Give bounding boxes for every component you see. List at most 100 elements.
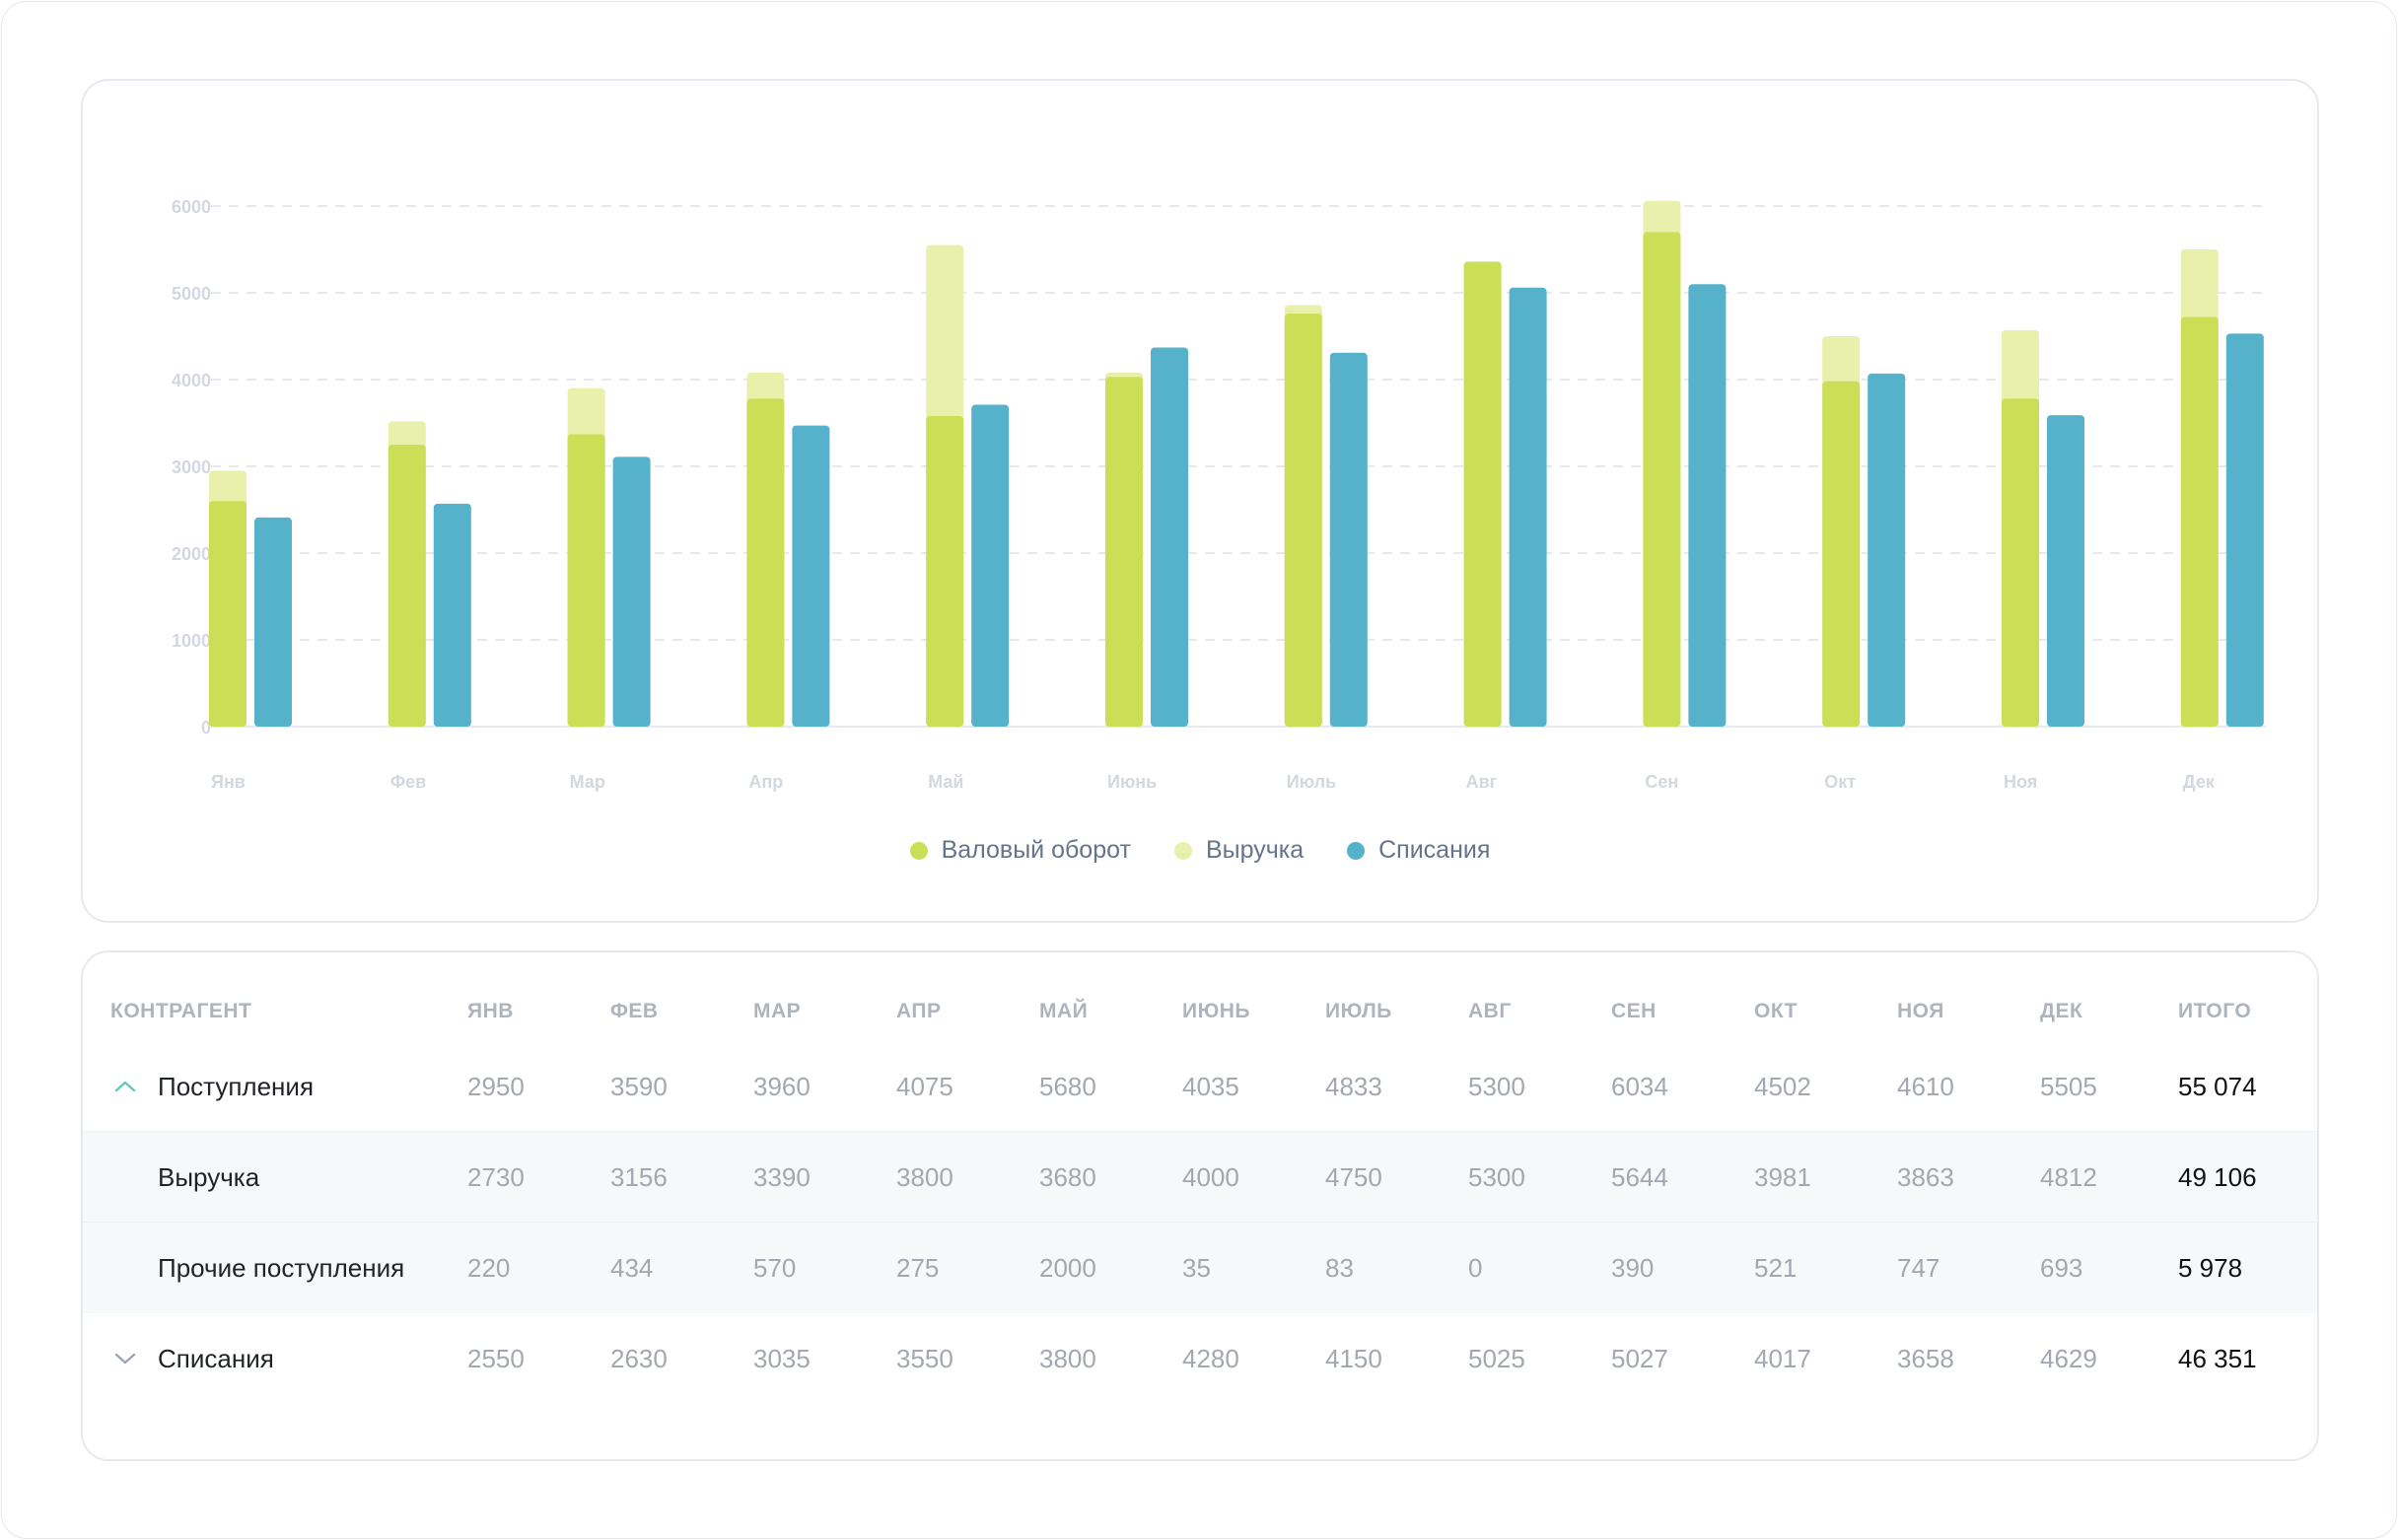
value-cell: 4150 xyxy=(1325,1343,1382,1373)
value-cell: 3800 xyxy=(1039,1343,1096,1373)
x-tick-label: Окт xyxy=(1824,772,1856,792)
column-header: СЕН xyxy=(1611,1000,1657,1022)
bar-chart: 0 1000 2000 3000 4000 5000 6000 Янв Фев Мар Апр Май… xyxy=(172,197,2266,792)
bar-gross-turnover xyxy=(209,501,247,727)
bar-write-offs xyxy=(971,404,1010,727)
bar-gross-turnover xyxy=(1463,261,1502,727)
x-tick-label: Сен xyxy=(1645,772,1678,792)
value-cell: 4035 xyxy=(1182,1071,1239,1101)
value-cell: 4075 xyxy=(896,1071,953,1101)
legend-item[interactable]: Выручка xyxy=(1173,836,1305,865)
bar-write-offs xyxy=(254,517,292,727)
column-header: МАР xyxy=(753,1000,802,1022)
x-tick-label: Мар xyxy=(570,772,605,792)
bar-write-offs xyxy=(1688,284,1727,727)
x-tick-label: Апр xyxy=(748,772,783,792)
bar-write-offs xyxy=(1509,287,1547,727)
bar-gross-turnover xyxy=(746,398,785,727)
legend-item[interactable]: Списания xyxy=(1347,836,1490,865)
column-header: АПР xyxy=(896,1000,942,1022)
value-cell: 3035 xyxy=(753,1343,811,1373)
value-cell: 2550 xyxy=(467,1343,525,1373)
chart-card: 0 1000 2000 3000 4000 5000 6000 Янв Фев Мар Апр Май… xyxy=(81,79,2319,923)
value-cell: 4812 xyxy=(2040,1161,2097,1192)
value-cell: 693 xyxy=(2040,1252,2083,1283)
x-tick-label: Янв xyxy=(211,772,246,792)
value-cell: 4750 xyxy=(1325,1161,1382,1192)
row-name: Прочие поступления xyxy=(158,1252,405,1283)
bar-write-offs xyxy=(2047,415,2084,727)
bar-write-offs xyxy=(1329,352,1368,727)
value-cell: 3390 xyxy=(753,1161,811,1192)
table-row[interactable]: Списания 2550 2630 3035 3550 3800 4280 4150 5025… xyxy=(83,1313,2317,1404)
x-tick-label: Июнь xyxy=(1107,772,1157,792)
value-cell: 2630 xyxy=(610,1343,668,1373)
chevron-up-icon[interactable] xyxy=(114,1041,136,1132)
row-name: Выручка xyxy=(158,1161,260,1192)
y-tick-label: 5000 xyxy=(172,284,211,304)
row-name: Поступления xyxy=(158,1071,315,1101)
bar-gross-turnover xyxy=(1284,314,1322,727)
value-cell: 5505 xyxy=(2040,1071,2097,1101)
chevron-down-icon[interactable] xyxy=(114,1313,136,1404)
legend-swatch xyxy=(1173,841,1192,860)
bar-gross-turnover xyxy=(567,434,605,727)
value-cell: 2000 xyxy=(1039,1252,1096,1283)
value-cell: 390 xyxy=(1611,1252,1655,1283)
y-tick-label: 2000 xyxy=(172,544,211,564)
value-cell: 434 xyxy=(610,1252,654,1283)
value-cell: 747 xyxy=(1897,1252,1940,1283)
legend-label: Списания xyxy=(1378,836,1491,864)
report-table: КОНТРАГЕНТ ЯНВ ФЕВ МАР АПР МАЙ ИЮНЬ ИЮЛЬ АВГ СЕН О… xyxy=(81,950,2319,1461)
column-header: ОКТ xyxy=(1754,1000,1798,1022)
row-total: 46 351 xyxy=(2178,1343,2257,1373)
value-cell: 4502 xyxy=(1754,1071,1811,1101)
column-header: ФЕВ xyxy=(610,1000,659,1022)
legend-item[interactable]: Валовый оборот xyxy=(909,836,1131,865)
x-tick-label: Июль xyxy=(1287,772,1336,792)
bar-write-offs xyxy=(1151,347,1188,727)
value-cell: 4280 xyxy=(1182,1343,1239,1373)
y-tick-label: 4000 xyxy=(172,371,211,390)
column-header: МАЙ xyxy=(1039,1000,1089,1022)
value-cell: 5300 xyxy=(1468,1161,1525,1192)
value-cell: 3800 xyxy=(896,1161,953,1192)
column-header: ИЮЛЬ xyxy=(1325,1000,1392,1022)
bar-write-offs xyxy=(433,503,471,727)
value-cell: 83 xyxy=(1325,1252,1354,1283)
column-header: ИТОГО xyxy=(2178,1000,2252,1022)
y-tick-label: 0 xyxy=(201,718,211,737)
value-cell: 4610 xyxy=(1897,1071,1954,1101)
x-tick-label: Фев xyxy=(390,772,426,792)
value-cell: 2950 xyxy=(467,1071,525,1101)
bar-gross-turnover xyxy=(1643,232,1681,727)
value-cell: 4000 xyxy=(1182,1161,1239,1192)
value-cell: 5644 xyxy=(1611,1161,1668,1192)
value-cell: 2730 xyxy=(467,1161,525,1192)
table-row[interactable]: Поступления 2950 3590 3960 4075 5680 4035 4833 5… xyxy=(83,1041,2317,1132)
value-cell: 4833 xyxy=(1325,1071,1382,1101)
column-header: НОЯ xyxy=(1897,1000,1944,1022)
legend-label: Выручка xyxy=(1205,836,1305,864)
x-tick-label: Авг xyxy=(1466,772,1498,792)
bar-write-offs xyxy=(1868,373,1906,727)
legend-swatch xyxy=(909,841,928,860)
column-header: КОНТРАГЕНТ xyxy=(110,1000,252,1022)
row-divider xyxy=(83,1222,2317,1223)
value-cell: 220 xyxy=(467,1252,511,1283)
column-header: АВГ xyxy=(1468,1000,1512,1022)
bar-write-offs xyxy=(792,425,830,727)
x-tick-label: Дек xyxy=(2183,772,2216,792)
value-cell: 3156 xyxy=(610,1161,668,1192)
bar-write-offs xyxy=(612,456,651,727)
bar-gross-turnover xyxy=(2002,398,2039,727)
row-divider xyxy=(83,1131,2317,1132)
column-header: ЯНВ xyxy=(467,1000,514,1022)
legend-swatch xyxy=(1347,841,1366,860)
value-cell: 5300 xyxy=(1468,1071,1525,1101)
bar-gross-turnover xyxy=(1105,377,1143,727)
column-header: ИЮНЬ xyxy=(1182,1000,1251,1022)
bar-write-offs xyxy=(2225,333,2264,727)
value-cell: 5025 xyxy=(1468,1343,1525,1373)
y-tick-label: 3000 xyxy=(172,457,211,477)
